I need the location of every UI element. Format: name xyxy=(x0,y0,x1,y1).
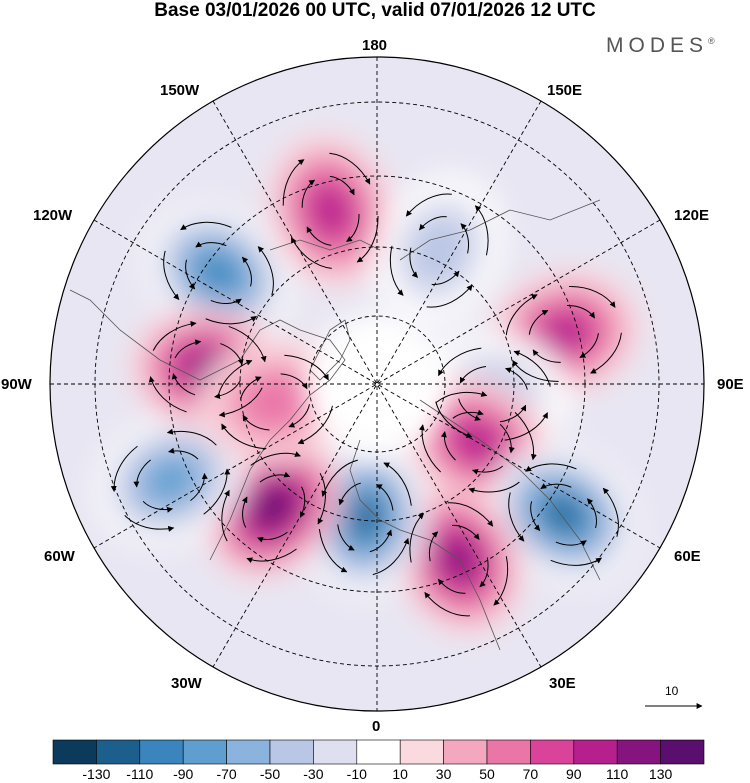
circulation-neg-gulf-alaska xyxy=(163,221,274,325)
colorbar-tick-label: 130 xyxy=(648,766,673,782)
lon-label-150e: 150E xyxy=(547,82,583,99)
colorbar-swatch xyxy=(313,739,358,765)
colorbar-tick-label: -110 xyxy=(126,766,154,782)
lon-label-30w: 30W xyxy=(171,675,202,692)
colorbar-swatch xyxy=(530,739,575,765)
lon-label-90e: 90E xyxy=(717,376,744,393)
colorbar-swatch xyxy=(96,739,141,765)
anomaly-neg-eastern-us xyxy=(95,415,246,546)
anomaly-neg-gulf-alaska xyxy=(145,205,292,341)
lon-label-150w: 150W xyxy=(160,82,200,99)
colorbar-swatch xyxy=(486,739,531,765)
anomaly-neg-caspian xyxy=(490,446,637,583)
colorbar-tick-label: -70 xyxy=(216,766,237,782)
colorbar-tick-label: -90 xyxy=(173,766,194,782)
colorbar-swatch xyxy=(52,739,97,765)
circulation-pos-hudson xyxy=(217,354,333,450)
colorbar-swatch xyxy=(573,739,618,765)
colorbar-tick-label: 50 xyxy=(479,766,495,782)
colorbar-tick-labels: -130 -110 -90 -70 -50 -30 -10 10 30 50 70 90 110 130 xyxy=(0,766,750,783)
colorbar-swatch xyxy=(269,739,314,765)
circulation-pos-north-atlantic xyxy=(221,451,326,564)
lon-label-30e: 30E xyxy=(549,675,576,692)
colorbar-swatch xyxy=(356,739,401,765)
colorbar-swatch xyxy=(660,739,705,765)
flow-arrows xyxy=(110,152,622,617)
lon-label-120e: 120E xyxy=(674,207,710,224)
colorbar-tick-label: -50 xyxy=(259,766,281,782)
lon-label-180: 180 xyxy=(362,37,388,54)
circulation-pos-western-siberia xyxy=(418,391,537,494)
colorbar-swatch xyxy=(616,739,661,765)
circulation-pos-canada xyxy=(148,320,267,418)
lon-label-0: 0 xyxy=(372,718,381,735)
colorbar-tick-label: -30 xyxy=(303,766,324,782)
circulation-neg-central-siberia xyxy=(435,347,551,441)
circulation-neg-scandinavia xyxy=(318,459,412,576)
circulation-pos-north-pacific xyxy=(282,152,379,269)
colorbar-tick-label: 110 xyxy=(606,766,629,782)
colorbar-tick-label: -130 xyxy=(82,766,111,782)
colorbar-tick-label: 90 xyxy=(566,766,582,782)
lon-label-90w: 90W xyxy=(1,376,32,393)
circulation-pos-siberia xyxy=(505,286,622,382)
lon-label-120w: 120W xyxy=(33,207,73,224)
map-disk xyxy=(50,57,704,711)
colorbar xyxy=(52,739,705,765)
colorbar-swatch xyxy=(226,739,271,765)
map-title: Base 03/01/2026 00 UTC, valid 07/01/2026… xyxy=(154,0,596,21)
circulation-neg-eastern-us xyxy=(110,428,231,532)
colorbar-tick-label: 30 xyxy=(435,766,452,782)
colorbar-swatch xyxy=(443,739,488,765)
colorbar-swatch xyxy=(399,739,444,765)
colorbar-swatch xyxy=(139,739,184,765)
graticule xyxy=(50,57,704,711)
colorbar-tick-label: 10 xyxy=(392,766,408,782)
circulation-neg-bering xyxy=(389,193,489,308)
colorbar-tick-label: 70 xyxy=(522,766,539,782)
lon-label-60e: 60E xyxy=(674,548,701,565)
lon-label-60w: 60W xyxy=(44,548,75,565)
map-border xyxy=(49,56,705,712)
colorbar-tick-label: -10 xyxy=(346,766,367,782)
polar-cap xyxy=(307,314,447,454)
modes-logo: MODES® xyxy=(606,34,715,57)
colorbar-swatch xyxy=(182,739,227,765)
reference-vector-label: 10 xyxy=(665,684,679,698)
circulation-neg-caspian xyxy=(508,463,619,566)
circulation-pos-eastern-europe xyxy=(409,502,509,617)
